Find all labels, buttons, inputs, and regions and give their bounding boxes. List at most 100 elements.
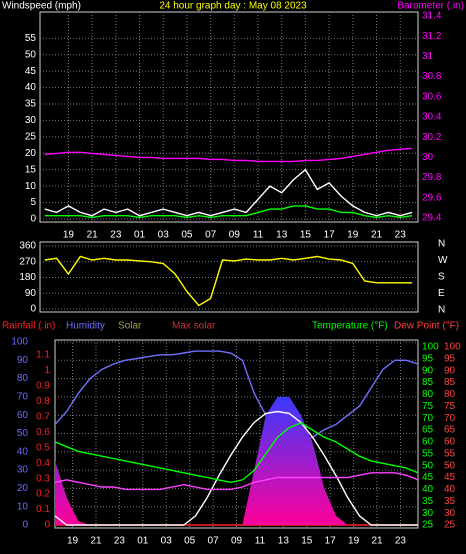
- legend-label: Max solar: [172, 321, 216, 332]
- y3-tick-label: 55: [444, 448, 456, 459]
- y3-tick-label: 60: [444, 437, 456, 448]
- y-tick-label: 0: [22, 520, 28, 531]
- x-tick-label: 19: [63, 230, 75, 241]
- x-tick-label: 03: [161, 536, 173, 547]
- y2-tick-label: 90: [422, 365, 434, 376]
- x-tick-label: 01: [134, 230, 146, 241]
- y3-tick-label: 35: [444, 496, 456, 507]
- y-tick-label: 70: [17, 392, 29, 403]
- y-tick-label: 10: [17, 501, 29, 512]
- x-tick-label: 09: [229, 230, 241, 241]
- y3-tick-label: 85: [444, 377, 456, 388]
- y3-tick-label: 50: [444, 460, 456, 471]
- y2-tick-label: N: [438, 305, 445, 316]
- legend-label: Dew Point (°F): [394, 321, 459, 332]
- x-tick-label: 23: [114, 536, 126, 547]
- y-tick-label: 10: [25, 181, 37, 192]
- y2-tick-label: 35: [422, 496, 434, 507]
- y2-tick-label: 55: [422, 448, 434, 459]
- y-tick-label: 50: [25, 49, 37, 60]
- legend-label: Temperature (°F): [312, 321, 388, 332]
- y-tick-label: 30: [25, 115, 37, 126]
- x-tick-label: 07: [208, 536, 220, 547]
- y3-tick-label: 80: [444, 389, 456, 400]
- y4-tick-label: 0.3: [36, 473, 50, 484]
- y4-tick-label: 0.4: [36, 458, 50, 469]
- series-line: [55, 350, 418, 442]
- y3-tick-label: 90: [444, 365, 456, 376]
- y-tick-label: 0: [30, 214, 36, 225]
- y-tick-label: 90: [17, 355, 29, 366]
- x-tick-label: 11: [253, 230, 264, 241]
- x-tick-label: 21: [371, 230, 383, 241]
- plot-frame: [39, 11, 419, 223]
- legend-label: Solar: [118, 321, 142, 332]
- y2-tick-label: 85: [422, 377, 434, 388]
- x-tick-label: 21: [87, 230, 99, 241]
- x-tick-label: 21: [90, 536, 102, 547]
- y2-tick-label: 30.4: [422, 112, 442, 123]
- y-tick-label: 60: [17, 410, 29, 421]
- series-line: [44, 205, 413, 219]
- x-tick-label: 09: [231, 536, 243, 547]
- y-tick-label: 270: [19, 256, 36, 267]
- y-tick-label: 0: [30, 304, 36, 315]
- y2-tick-label: 29.4: [422, 213, 442, 224]
- y2-tick-label: 31.2: [422, 31, 442, 42]
- y3-tick-label: 40: [444, 484, 456, 495]
- y3-tick-label: 70: [444, 413, 456, 424]
- x-tick-label: 23: [395, 230, 407, 241]
- series-line: [55, 472, 418, 491]
- y2-tick-label: S: [438, 272, 445, 283]
- y3-tick-label: 65: [444, 425, 456, 436]
- y-tick-label: 90: [25, 288, 37, 299]
- y2-tick-label: 45: [422, 472, 434, 483]
- y2-tick-label: 29.6: [422, 192, 442, 203]
- x-tick-label: 05: [184, 536, 196, 547]
- y-axis-label: Windspeed (mph): [2, 1, 81, 12]
- series-line: [44, 168, 413, 217]
- y-tick-label: 5: [30, 197, 36, 208]
- y4-tick-label: 0.6: [36, 427, 50, 438]
- y2-tick-label: 30: [422, 508, 434, 519]
- y4-tick-label: 0.8: [36, 396, 50, 407]
- x-tick-label: 23: [395, 536, 407, 547]
- y2-tick-label: 25: [422, 520, 434, 531]
- y-tick-label: 45: [25, 66, 37, 77]
- x-tick-label: 17: [325, 536, 337, 547]
- x-tick-label: 19: [347, 230, 359, 241]
- y4-tick-label: 0.7: [36, 411, 50, 422]
- y4-tick-label: 0.9: [36, 381, 50, 392]
- x-tick-label: 01: [137, 536, 149, 547]
- y-tick-label: 35: [25, 99, 37, 110]
- y-tick-label: 15: [25, 164, 37, 175]
- x-tick-label: 15: [300, 230, 312, 241]
- series-line: [44, 147, 413, 163]
- y4-tick-label: 0.2: [36, 489, 50, 500]
- y2-tick-label: 31.4: [422, 11, 442, 22]
- y-tick-label: 80: [17, 373, 29, 384]
- x-tick-label: 15: [301, 536, 313, 547]
- y2-tick-label: 40: [422, 484, 434, 495]
- y2-tick-label: 65: [422, 425, 434, 436]
- y-tick-label: 180: [19, 272, 36, 283]
- y-tick-label: 100: [11, 337, 28, 348]
- y-tick-label: 20: [25, 148, 37, 159]
- x-tick-label: 21: [371, 536, 383, 547]
- y2-tick-label: N: [438, 239, 445, 250]
- y4-tick-label: 0: [44, 520, 50, 531]
- y-tick-label: 55: [25, 33, 37, 44]
- x-tick-label: 19: [67, 536, 79, 547]
- y4-tick-label: 1: [44, 365, 50, 376]
- y2-tick-label: 50: [422, 460, 434, 471]
- y2-tick-label: W: [438, 255, 448, 266]
- x-tick-label: 23: [110, 230, 122, 241]
- y3-tick-label: 30: [444, 508, 456, 519]
- y4-tick-label: 1.1: [36, 350, 50, 361]
- y-tick-label: 50: [17, 428, 29, 439]
- y2-tick-label: 75: [422, 401, 434, 412]
- series-line: [44, 255, 413, 307]
- y2-tick-label: E: [438, 288, 445, 299]
- y2-tick-label: 30.2: [422, 132, 442, 143]
